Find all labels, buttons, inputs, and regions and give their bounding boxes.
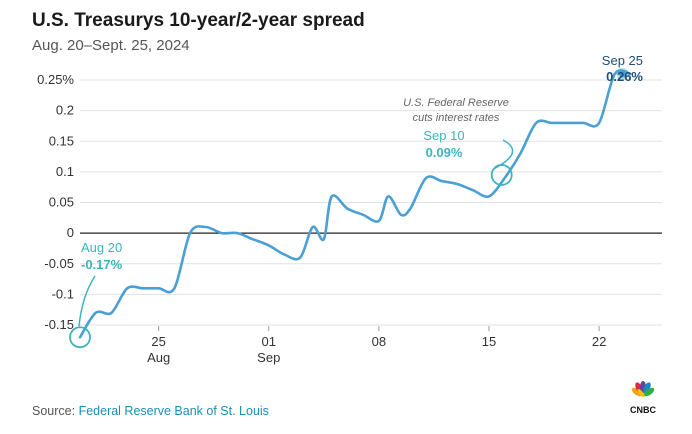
y-tick-label-6: -0.05	[44, 256, 74, 271]
chart-subtitle: Aug. 20–Sept. 25, 2024	[32, 37, 190, 54]
fed-note-line-1: U.S. Federal Reserve	[403, 97, 509, 109]
y-tick-label-7: -0.1	[52, 286, 74, 301]
y-tick-label-2: 0.15	[49, 133, 74, 148]
gridlines	[80, 79, 662, 326]
peacock-icon	[631, 381, 655, 398]
y-tick-label-5: 0	[67, 225, 74, 240]
y-tick-label-1: 0.2	[56, 103, 74, 118]
sep25-value: 0.26%	[606, 69, 643, 84]
aug20-value: -0.17%	[81, 257, 123, 272]
fed-note-line-2: cuts interest rates	[413, 112, 500, 124]
y-tick-label-4: 0.05	[49, 195, 74, 210]
source-link[interactable]: Federal Reserve Bank of St. Louis	[79, 404, 269, 418]
source-prefix: Source:	[32, 404, 79, 418]
aug20-label: Aug 20	[81, 240, 122, 255]
x-tick-month-0: Aug	[147, 350, 170, 365]
sep25-end-marker	[619, 70, 627, 78]
cnbc-logo: CNBC	[630, 381, 656, 415]
x-tick-label-4: 22	[592, 334, 606, 349]
chart-title: U.S. Treasurys 10-year/2-year spread	[32, 10, 365, 31]
sep10-label: Sep 10	[423, 128, 464, 143]
series-layer	[78, 69, 632, 339]
aug20-highlight-circle	[69, 326, 91, 349]
logo-text: CNBC	[630, 405, 656, 415]
y-axis-ticks: 0.25% 0.2 0.15 0.1 0.05 0 -0.05 -0.1 -0.15	[37, 72, 74, 332]
source-text: Source: Federal Reserve Bank of St. Loui…	[32, 404, 269, 418]
sep25-label: Sep 25	[602, 53, 643, 68]
aug20-leader-line	[78, 275, 96, 327]
x-tick-label-3: 15	[482, 334, 496, 349]
y-tick-label-3: 0.1	[56, 164, 74, 179]
series-line-0	[78, 69, 632, 339]
sep10-value: 0.09%	[426, 145, 463, 160]
x-tick-label-2: 08	[372, 334, 386, 349]
y-tick-label-0: 0.25%	[37, 72, 74, 87]
annotations-layer: Aug 20 -0.17% Sep 10 0.09% Sep 250.26%	[69, 53, 643, 349]
x-tick-label-0: 25	[151, 334, 165, 349]
x-tick-month-1: Sep	[257, 350, 280, 365]
y-tick-label-8: -0.15	[44, 317, 74, 332]
x-tick-label-1: 01	[262, 334, 276, 349]
sep10-leader-line	[493, 139, 514, 170]
